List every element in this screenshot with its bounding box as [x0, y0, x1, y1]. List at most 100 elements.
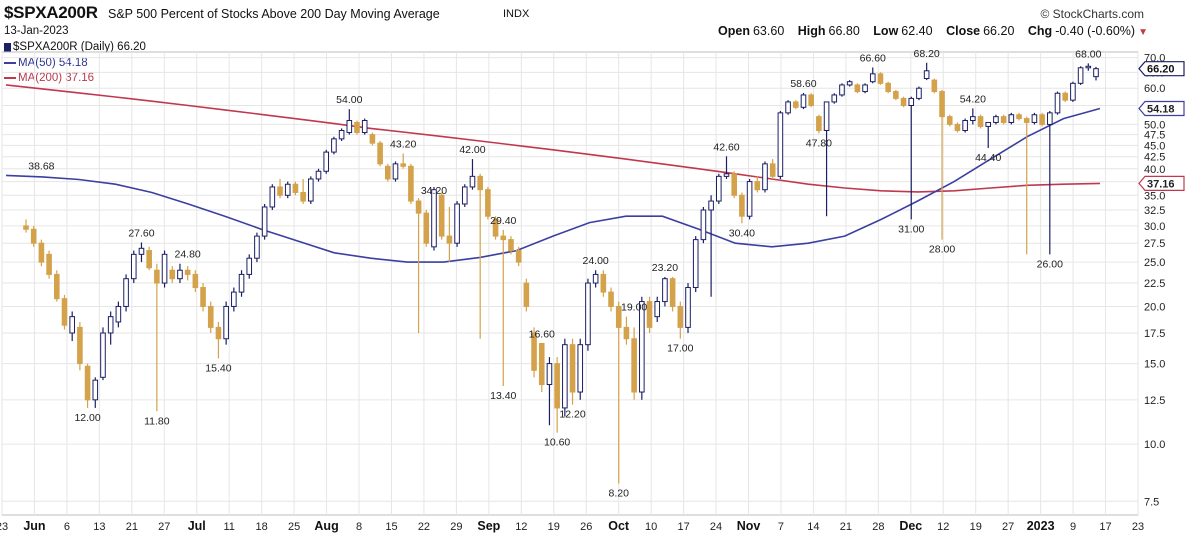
candle-body [454, 203, 460, 244]
x-month-label: Oct [608, 519, 630, 533]
candle [908, 96, 915, 220]
candle-body [800, 94, 807, 108]
candle-body [169, 269, 176, 280]
candle-body [854, 84, 861, 93]
x-month-label: Aug [314, 519, 338, 533]
value-annotation: 15.40 [205, 362, 231, 374]
candle-body [277, 186, 283, 196]
value-annotation: 66.60 [860, 52, 886, 64]
candle-body [985, 121, 992, 127]
candle [662, 276, 668, 307]
x-month-label: 2023 [1027, 519, 1055, 533]
candle-body [577, 344, 584, 393]
candle-body [731, 173, 738, 196]
y-tick-label: 12.5 [1144, 395, 1165, 407]
high-label: High [797, 24, 826, 38]
candle [23, 219, 29, 233]
x-tick-label: 17 [1099, 521, 1111, 533]
candle [993, 114, 999, 125]
x-tick-label: 27 [1002, 521, 1014, 533]
candle-body [569, 344, 576, 393]
candle [854, 83, 861, 94]
y-tick-label: 45.0 [1144, 140, 1165, 152]
value-annotation: 30.40 [729, 227, 755, 239]
candle-body [662, 278, 668, 303]
value-annotation: 10.60 [544, 437, 570, 449]
candle [785, 100, 791, 115]
x-tick-label: 10 [645, 521, 657, 533]
candle [354, 120, 360, 135]
chart-description: S&P 500 Percent of Stocks Above 200 Day … [108, 7, 440, 21]
candle [792, 100, 799, 110]
y-tick-label: 35.0 [1144, 190, 1165, 202]
x-tick-label: 29 [450, 521, 462, 533]
close-last-marker: 66.20 [1138, 61, 1185, 77]
candle [177, 263, 183, 284]
candle-body [415, 200, 422, 214]
candle [546, 357, 553, 426]
value-annotation: 34.20 [421, 185, 447, 197]
candle [377, 140, 383, 167]
candle-body [477, 175, 483, 191]
candle [923, 62, 930, 81]
candle [685, 283, 691, 333]
candle-body [885, 82, 891, 93]
candle-body [223, 305, 229, 340]
x-tick-label: 26 [580, 521, 592, 533]
legend-ma50: MA(50) 54.18 [4, 57, 88, 69]
candle-body [300, 191, 306, 202]
candle [1093, 66, 1099, 81]
x-tick-label: 24 [710, 521, 722, 533]
x-axis: 23 Jun 6 13 21 27 Jul 11 18 25 Aug 8 15 22 29 Sep 12 19 26… [0, 519, 1144, 533]
value-annotation: 12.20 [559, 409, 585, 421]
candle [538, 342, 545, 393]
value-annotation: 16.60 [529, 328, 555, 340]
candle [261, 203, 268, 240]
candle [623, 316, 630, 345]
candle-body [323, 151, 330, 172]
candle [207, 301, 214, 333]
candle [100, 327, 106, 381]
x-tick-label: 11 [223, 521, 234, 533]
candle [716, 173, 722, 204]
candle [492, 216, 499, 240]
value-annotation: 23.20 [652, 262, 678, 274]
candle [977, 114, 984, 129]
ma200-line [5, 84, 1101, 193]
candle-body [1054, 92, 1061, 114]
candle-body [893, 91, 899, 99]
candle [762, 161, 768, 193]
ma200-path [5, 84, 1101, 193]
candle-body [107, 316, 114, 334]
candle-body [446, 235, 453, 244]
candle-body [716, 175, 722, 202]
candle-body [700, 209, 707, 241]
exchange-label: INDX [503, 8, 530, 20]
candle [577, 338, 584, 400]
legend-main-label: $SPXA200R (Daily) 66.20 [13, 41, 146, 53]
symbol-title: $SPXA200R [4, 3, 98, 22]
candle [669, 276, 676, 312]
candle-body [785, 101, 791, 114]
x-month-label: Jun [23, 519, 45, 533]
candle-body [115, 305, 122, 323]
last-value-markers: 54.18 37.16 66.20 [1138, 61, 1185, 191]
candle [77, 321, 83, 371]
brand-link[interactable]: © StockCharts.com [1040, 7, 1144, 21]
candle [238, 270, 245, 297]
ma50-path [5, 107, 1101, 263]
candle [985, 121, 992, 149]
candle-body [692, 239, 699, 289]
candle [931, 78, 938, 94]
candle-body [792, 101, 799, 108]
candle [323, 149, 330, 174]
candle-body [46, 253, 52, 275]
y-tick-label: 17.5 [1144, 328, 1165, 340]
candle [1054, 91, 1061, 115]
candle [646, 296, 653, 333]
candle [138, 242, 145, 263]
y-tick-label: 70.0 [1144, 53, 1165, 65]
close-value: 66.20 [983, 24, 1015, 38]
ma50-line [5, 107, 1101, 263]
